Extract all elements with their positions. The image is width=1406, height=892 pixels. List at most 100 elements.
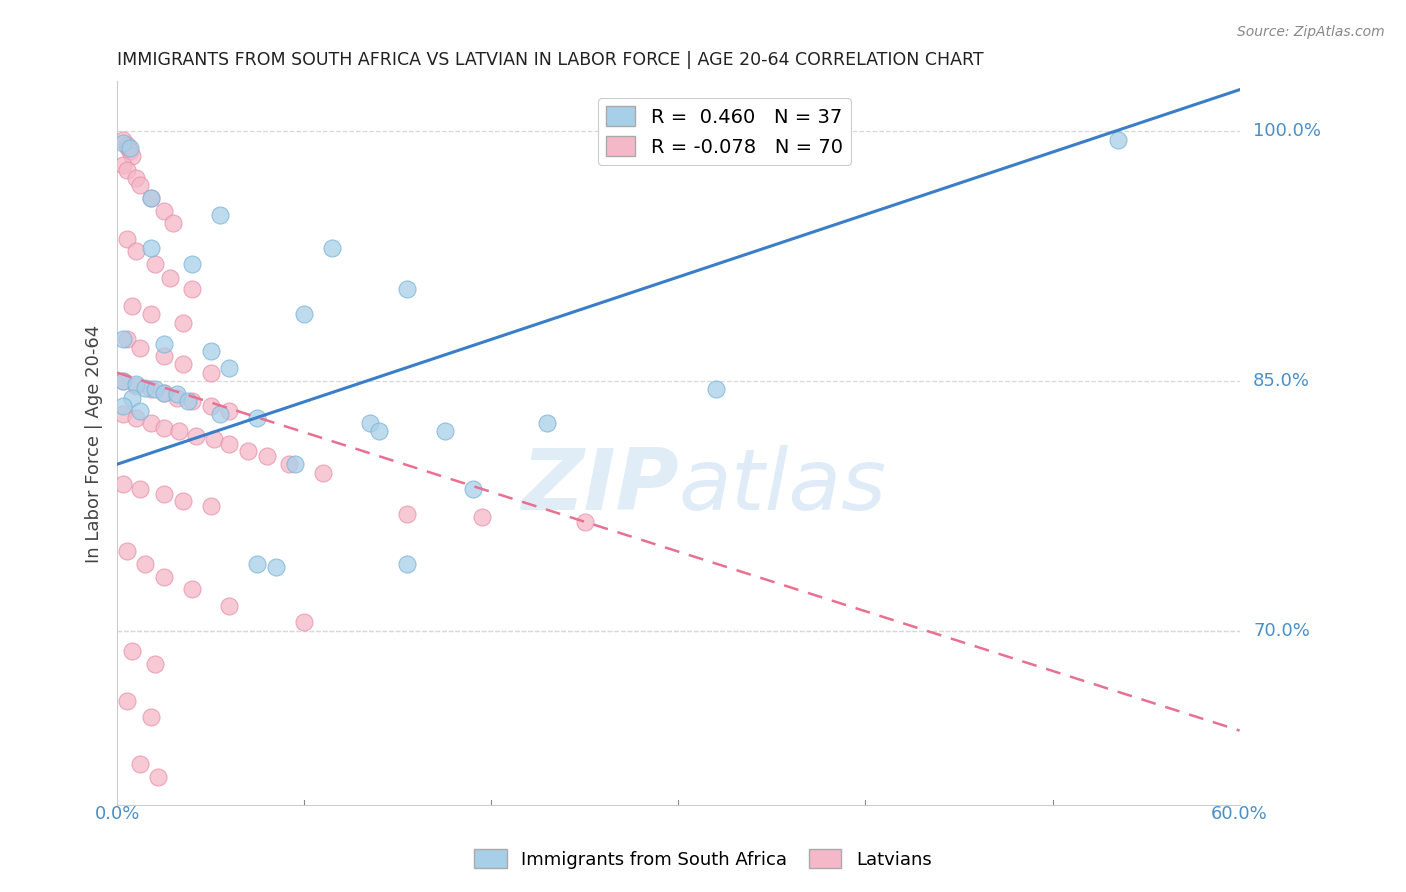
Point xyxy=(181,257,204,271)
Point xyxy=(111,133,134,147)
Point xyxy=(153,840,176,855)
Point xyxy=(461,482,484,496)
Point xyxy=(139,416,162,430)
Point xyxy=(115,332,138,346)
Point xyxy=(148,770,170,784)
Point xyxy=(292,615,315,630)
Point xyxy=(128,341,150,355)
Point xyxy=(574,516,596,530)
Point xyxy=(209,207,232,221)
Point xyxy=(153,487,176,501)
Point xyxy=(246,557,269,571)
Point xyxy=(200,399,222,413)
Point xyxy=(139,191,162,205)
Point xyxy=(111,332,134,346)
Point xyxy=(166,391,188,405)
Point xyxy=(236,443,259,458)
Point xyxy=(204,432,226,446)
Point xyxy=(111,158,134,172)
Point xyxy=(536,416,558,430)
Point xyxy=(396,507,419,521)
Point xyxy=(284,457,307,471)
Point xyxy=(139,382,162,396)
Point xyxy=(128,178,150,192)
Text: atlas: atlas xyxy=(679,445,886,528)
Point xyxy=(134,557,156,571)
Point xyxy=(218,404,240,418)
Point xyxy=(153,337,176,351)
Text: 70.0%: 70.0% xyxy=(1253,622,1310,640)
Point xyxy=(125,410,148,425)
Point xyxy=(125,379,148,393)
Text: IMMIGRANTS FROM SOUTH AFRICA VS LATVIAN IN LABOR FORCE | AGE 20-64 CORRELATION C: IMMIGRANTS FROM SOUTH AFRICA VS LATVIAN … xyxy=(117,51,984,69)
Point xyxy=(111,374,134,388)
Point xyxy=(139,710,162,724)
Point xyxy=(184,429,207,443)
Point xyxy=(471,510,494,524)
Point xyxy=(117,141,139,155)
Point xyxy=(115,543,138,558)
Point xyxy=(172,493,194,508)
Point xyxy=(128,404,150,418)
Point xyxy=(143,382,166,396)
Point xyxy=(125,244,148,259)
Text: 0.0%: 0.0% xyxy=(94,805,139,823)
Point xyxy=(120,141,142,155)
Point xyxy=(115,162,138,177)
Legend: Immigrants from South Africa, Latvians: Immigrants from South Africa, Latvians xyxy=(467,842,939,876)
Point xyxy=(162,837,184,851)
Point xyxy=(153,349,176,363)
Point xyxy=(153,570,176,584)
Point xyxy=(200,344,222,359)
Point xyxy=(177,394,200,409)
Point xyxy=(181,282,204,296)
Point xyxy=(209,407,232,421)
Point xyxy=(172,357,194,371)
Point xyxy=(153,385,176,400)
Point xyxy=(121,643,143,657)
Point xyxy=(396,557,419,571)
Point xyxy=(139,241,162,255)
Point xyxy=(321,241,343,255)
Point xyxy=(359,416,381,430)
Text: 100.0%: 100.0% xyxy=(1253,122,1322,140)
Point xyxy=(166,387,188,401)
Point xyxy=(292,307,315,321)
Point xyxy=(181,394,204,409)
Point xyxy=(115,232,138,246)
Point xyxy=(200,366,222,380)
Point xyxy=(181,582,204,596)
Point xyxy=(153,420,176,434)
Point xyxy=(368,424,391,438)
Point xyxy=(167,424,190,438)
Point xyxy=(125,377,148,392)
Point xyxy=(396,282,419,296)
Point xyxy=(278,457,301,471)
Point xyxy=(312,466,335,480)
Point xyxy=(115,137,138,152)
Y-axis label: In Labor Force | Age 20-64: In Labor Force | Age 20-64 xyxy=(86,325,103,563)
Point xyxy=(128,482,150,496)
Point xyxy=(159,270,181,285)
Point xyxy=(134,381,156,395)
Point xyxy=(153,385,176,400)
Point xyxy=(121,299,143,313)
Point xyxy=(218,437,240,451)
Point xyxy=(125,170,148,185)
Point xyxy=(1107,133,1129,147)
Point xyxy=(256,449,278,463)
Text: 85.0%: 85.0% xyxy=(1253,372,1310,390)
Point xyxy=(139,307,162,321)
Point xyxy=(162,216,184,230)
Text: 60.0%: 60.0% xyxy=(1211,805,1268,823)
Point xyxy=(111,407,134,421)
Text: Source: ZipAtlas.com: Source: ZipAtlas.com xyxy=(1237,25,1385,39)
Point xyxy=(139,191,162,205)
Point xyxy=(121,149,143,163)
Point xyxy=(704,382,727,396)
Point xyxy=(111,399,134,413)
Point xyxy=(246,410,269,425)
Point xyxy=(111,477,134,491)
Point xyxy=(200,499,222,513)
Point xyxy=(172,316,194,330)
